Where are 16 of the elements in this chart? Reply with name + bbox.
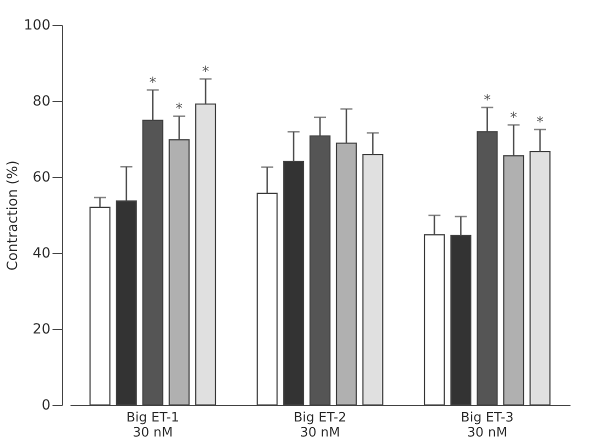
y-tick-label: 0: [42, 398, 50, 414]
y-tick-label: 100: [24, 18, 50, 34]
data-label: *: [149, 74, 156, 91]
y-tick-label: 60: [32, 170, 50, 186]
data-label: *: [202, 64, 210, 80]
x-tick-label: Big ET-2 30 nM: [294, 410, 346, 440]
x-tick-label: Big ET-1 30 nM: [126, 410, 180, 440]
y-tick-label: 80: [32, 94, 50, 110]
y-tick-label: 40: [32, 246, 50, 262]
x-tick-label: Big ET-3 30 nM: [460, 410, 514, 440]
data-label: *: [536, 114, 544, 130]
data-label: *: [510, 110, 518, 126]
y-tick-label: 20: [32, 322, 50, 338]
data-label: *: [484, 92, 491, 108]
y-axis-title: Contraction (%): [4, 160, 21, 271]
data-label: *: [176, 101, 183, 118]
